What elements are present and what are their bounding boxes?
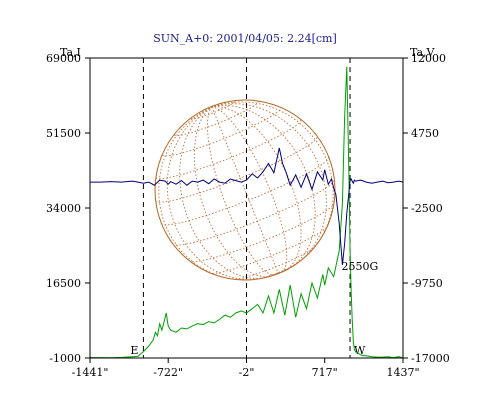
right-tick-label: 4750 xyxy=(411,127,439,140)
latitude-line xyxy=(190,101,236,120)
longitude-line xyxy=(179,106,279,279)
latitude-line xyxy=(174,101,259,137)
longitude-line xyxy=(211,106,280,274)
longitude-line xyxy=(211,106,288,274)
right-axis-ticks: 12000 4750 -2500 -9750 -17000 xyxy=(403,52,450,365)
right-tick-label: -17000 xyxy=(411,352,450,365)
peak-annotation: 2550G xyxy=(341,260,378,273)
latitude-line xyxy=(155,119,302,180)
chart-title: SUN_A+0: 2001/04/05: 2.24[cm] xyxy=(153,32,337,45)
x-tick-label: -722" xyxy=(153,366,183,379)
latitude-line xyxy=(231,245,316,280)
longitude-line xyxy=(166,106,279,281)
left-tick-label: -1000 xyxy=(49,352,81,365)
series-group xyxy=(90,66,404,359)
longitude-line xyxy=(206,106,279,276)
latitude-line xyxy=(161,156,330,226)
right-axis-label: Ta,V xyxy=(410,46,436,59)
left-axis-ticks: 69000 51500 34000 16500 -1000 xyxy=(46,52,90,365)
longitude-line xyxy=(211,106,302,274)
marker-label: E xyxy=(130,344,138,357)
solar-limb xyxy=(154,99,336,281)
x-tick-label: -2" xyxy=(239,366,255,379)
x-axis-ticks: -1441" -722" -2" 717" 1437" xyxy=(72,358,420,379)
latitude-line xyxy=(208,225,329,274)
longitude-line xyxy=(158,106,279,281)
annotations: 2550G xyxy=(341,260,378,273)
x-tick-label: 1437" xyxy=(386,366,419,379)
right-tick-label: -2500 xyxy=(411,202,443,215)
right-tick-label: -9750 xyxy=(411,277,443,290)
left-tick-label: 34000 xyxy=(46,202,81,215)
x-tick-label: -1441" xyxy=(72,366,109,379)
left-tick-label: 51500 xyxy=(46,127,81,140)
longitude-line xyxy=(211,104,316,274)
solar-disk-grid xyxy=(154,99,336,281)
right-tick-label: 12000 xyxy=(411,52,446,65)
series-line-1 xyxy=(90,147,404,265)
latitude-line xyxy=(255,261,300,280)
latitude-line xyxy=(188,202,335,263)
latitude-line xyxy=(155,136,318,203)
x-tick-label: 717" xyxy=(312,366,338,379)
left-axis-label: Ta,I xyxy=(60,46,81,59)
left-tick-label: 16500 xyxy=(46,277,81,290)
latitude-line xyxy=(172,179,335,246)
marker-label: W xyxy=(354,344,366,357)
latitude-line xyxy=(162,107,282,157)
left-tick-label: 69000 xyxy=(46,52,81,65)
series-line-0 xyxy=(90,66,404,359)
